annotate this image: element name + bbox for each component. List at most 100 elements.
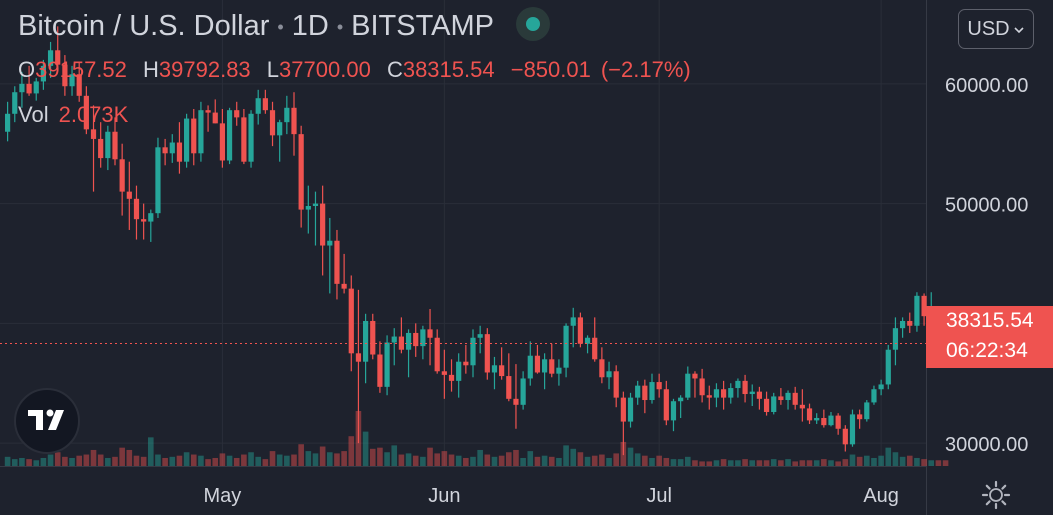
- time-axis[interactable]: May Jun Jul Aug: [204, 485, 899, 507]
- candle: [169, 134, 175, 163]
- candle-body: [663, 389, 669, 421]
- candle-body: [198, 110, 204, 154]
- volume-bar: [183, 452, 190, 466]
- candle-body: [649, 382, 655, 401]
- exchange-label[interactable]: BITSTAMP: [351, 10, 494, 42]
- candlesticks[interactable]: [5, 26, 949, 456]
- candle-body: [255, 98, 261, 114]
- volume-bar: [527, 451, 534, 466]
- candle: [663, 380, 669, 426]
- candle: [448, 359, 455, 392]
- volume-bar: [327, 452, 333, 466]
- candle: [892, 317, 899, 366]
- candle-body: [842, 428, 848, 445]
- candle: [499, 347, 505, 380]
- candle: [821, 409, 827, 428]
- candle-body: [370, 320, 376, 355]
- volume-bar: [742, 459, 748, 466]
- volume-value: 2.073K: [58, 102, 129, 127]
- symbol-name[interactable]: Bitcoin / U.S. Dollar: [18, 10, 270, 42]
- candle-body: [291, 107, 297, 135]
- candle-body: [900, 320, 906, 329]
- volume-bar: [892, 452, 899, 466]
- candle-body: [47, 50, 54, 66]
- volume-bar: [706, 461, 713, 466]
- volume-bar: [133, 455, 140, 466]
- volume-bar: [591, 455, 598, 466]
- candle-body: [799, 404, 805, 409]
- candle: [799, 389, 805, 422]
- candle-body: [642, 385, 648, 401]
- low-value: 37700.00: [279, 57, 371, 82]
- candle: [112, 117, 118, 166]
- candle: [377, 341, 383, 393]
- candle-body: [413, 332, 419, 347]
- candle-body: [212, 112, 218, 124]
- candle-body: [577, 317, 583, 344]
- candle: [184, 113, 190, 168]
- volume-bar: [770, 459, 777, 466]
- volume-bar: [319, 446, 326, 466]
- candle: [520, 371, 526, 410]
- candle: [470, 329, 476, 378]
- candle: [491, 356, 498, 390]
- candle-body: [269, 110, 276, 136]
- candle: [391, 328, 397, 366]
- candle: [577, 312, 583, 348]
- candle-body: [12, 92, 18, 114]
- volume-bar: [33, 460, 40, 466]
- candle: [277, 119, 283, 162]
- candle: [806, 403, 813, 424]
- volume-bar: [785, 459, 791, 466]
- volume-bar: [935, 460, 942, 466]
- candle-body: [226, 110, 233, 161]
- candle: [33, 77, 39, 101]
- candle-body: [62, 64, 68, 87]
- interval-label[interactable]: 1D: [291, 10, 329, 42]
- volume-bar: [176, 455, 183, 466]
- volume-bar: [284, 455, 290, 466]
- candle-body: [105, 131, 111, 159]
- candle-body: [542, 359, 548, 373]
- candle: [620, 391, 626, 456]
- tradingview-logo-icon[interactable]: [14, 388, 80, 454]
- candle-body: [176, 142, 183, 162]
- candle: [914, 292, 920, 332]
- candle: [420, 325, 426, 360]
- candle-body: [763, 398, 770, 412]
- candle-body: [692, 373, 698, 379]
- candle: [198, 101, 204, 162]
- candle-body: [549, 359, 555, 374]
- volume-bar: [735, 460, 741, 466]
- candle: [534, 344, 541, 374]
- candle-body: [155, 147, 161, 214]
- candle-body: [384, 342, 390, 387]
- candle-body: [534, 355, 541, 373]
- time-tick-label: Aug: [863, 485, 899, 507]
- candle-body: [456, 361, 462, 381]
- volume-bar: [878, 455, 884, 466]
- gear-icon[interactable]: [981, 480, 1011, 510]
- candle-body: [835, 415, 841, 429]
- candle: [291, 92, 297, 156]
- candle-body: [785, 392, 791, 401]
- bar-countdown: 06:22:34: [946, 339, 1028, 362]
- candle-body: [284, 107, 290, 123]
- candle: [191, 108, 197, 166]
- candle-body: [806, 408, 813, 421]
- candle-body: [320, 203, 326, 246]
- candle-body: [713, 389, 720, 398]
- candle: [441, 349, 447, 399]
- volume-bar: [305, 451, 312, 466]
- volume-label[interactable]: Vol: [18, 102, 49, 127]
- market-status-icon[interactable]: [516, 7, 550, 42]
- volume-bar: [627, 447, 634, 466]
- candle: [627, 392, 634, 428]
- volume-bar: [391, 445, 398, 466]
- candle-body: [592, 337, 598, 360]
- candle-body: [420, 329, 426, 347]
- currency-dropdown[interactable]: USD: [958, 9, 1034, 49]
- volume-bar: [613, 453, 619, 466]
